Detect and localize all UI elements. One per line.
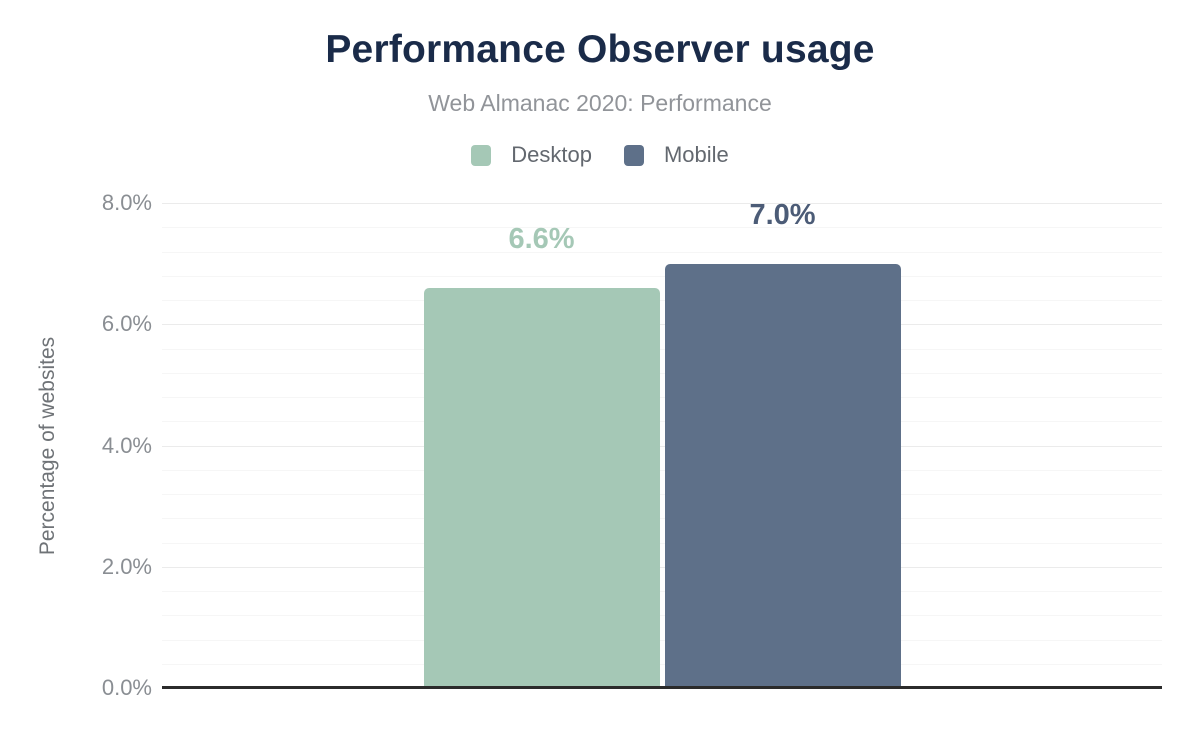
gridline-minor (162, 639, 1162, 641)
bar-data-label-desktop: 6.6% (508, 222, 575, 255)
gridline-minor (162, 251, 1162, 253)
gridline-minor (162, 300, 1162, 301)
y-tick-label: 0.0% (101, 675, 152, 700)
gridline-minor (162, 227, 1162, 229)
gridline-minor (162, 542, 1162, 544)
legend-item-desktop: Desktop (471, 142, 592, 168)
chart-title: Performance Observer usage (325, 28, 875, 71)
gridline-minor (162, 397, 1162, 398)
legend-swatch-desktop (471, 144, 492, 166)
chart-subtitle: Web Almanac 2020: Performance (428, 90, 772, 116)
y-tick-label: 4.0% (101, 432, 152, 458)
gridline-major (162, 566, 1162, 568)
gridline-major (162, 445, 1162, 447)
gridline-minor (162, 518, 1162, 520)
legend-swatch-mobile (623, 144, 644, 166)
gridline-minor (162, 663, 1162, 665)
gridline-minor (162, 372, 1162, 374)
plot-area: 6.6% 7.0% (162, 198, 1162, 688)
y-tick-label: 2.0% (101, 553, 152, 579)
x-axis-line (162, 686, 1162, 689)
gridline-major (162, 203, 1162, 204)
bar-data-label-mobile: 7.0% (749, 198, 816, 231)
y-tick-label: 6.0% (101, 311, 152, 337)
gridline-minor (162, 615, 1162, 617)
legend-label-desktop: Desktop (511, 142, 592, 167)
gridline-minor (162, 348, 1162, 350)
legend: Desktop Mobile (0, 142, 1200, 168)
bar-mobile[interactable] (664, 263, 901, 688)
gridline-major (162, 324, 1162, 326)
y-tick-label: 8.0% (101, 190, 152, 215)
legend-item-mobile: Mobile (623, 142, 729, 168)
gridline-minor (162, 275, 1162, 277)
bar-desktop[interactable] (423, 287, 660, 688)
gridline-minor (162, 591, 1162, 592)
gridline-minor (162, 421, 1162, 423)
gridline-minor (162, 469, 1162, 471)
gridline-minor (162, 494, 1162, 495)
legend-label-mobile: Mobile (663, 142, 729, 167)
